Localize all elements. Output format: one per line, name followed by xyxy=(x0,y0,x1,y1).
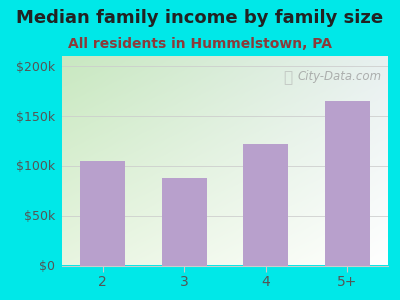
Text: Median family income by family size: Median family income by family size xyxy=(16,9,384,27)
Text: All residents in Hummelstown, PA: All residents in Hummelstown, PA xyxy=(68,38,332,52)
Text: City-Data.com: City-Data.com xyxy=(297,70,382,83)
Bar xyxy=(243,143,288,266)
Text: Ⓜ: Ⓜ xyxy=(284,70,293,85)
Bar xyxy=(162,178,207,266)
Bar xyxy=(325,100,370,266)
Bar xyxy=(80,160,125,266)
